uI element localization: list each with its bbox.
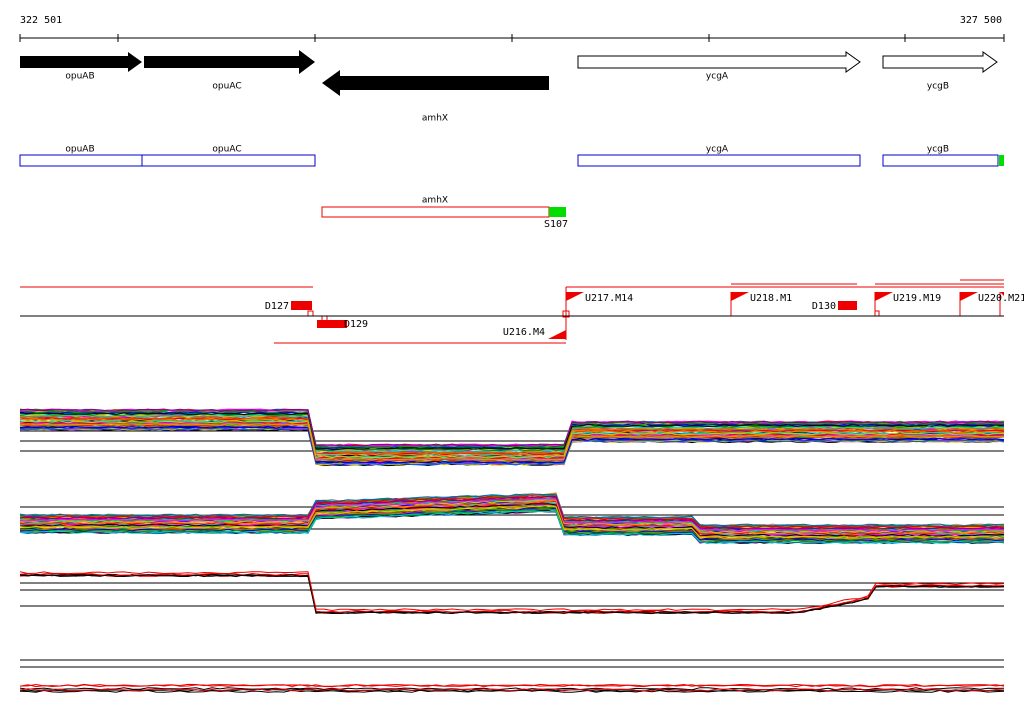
ruler-end: 327 500	[960, 15, 1002, 26]
gene-label: ycgA	[706, 72, 729, 82]
trace	[19, 573, 1005, 614]
trace	[19, 574, 1005, 615]
trace	[19, 417, 1005, 456]
trace	[19, 505, 1005, 539]
gene-label: amhX	[422, 114, 448, 124]
trace	[19, 499, 1005, 535]
feature-label: D127	[265, 301, 289, 312]
feature-label: D130	[812, 301, 836, 312]
ruler-start: 322 501	[20, 15, 62, 26]
feature-label: U216.M4	[503, 327, 545, 338]
ruler-ticks	[19, 34, 1005, 42]
trace	[19, 508, 1005, 543]
feature-label: U217.M14	[585, 293, 633, 304]
trace	[19, 426, 1005, 465]
trace	[19, 688, 1005, 692]
trace	[19, 421, 1005, 460]
transcript-label: opuAC	[212, 145, 241, 155]
trace	[19, 507, 1005, 542]
feature-label: D129	[344, 319, 368, 330]
trace	[19, 507, 1005, 541]
gene-arrow	[882, 51, 998, 73]
trace	[19, 408, 1005, 447]
trace	[19, 497, 1005, 532]
trace	[19, 420, 1005, 459]
trace	[19, 574, 1005, 615]
trace	[19, 414, 1005, 453]
trace	[19, 571, 1005, 612]
trace	[19, 415, 1005, 455]
feature-marks	[291, 292, 1004, 339]
gene-arrow	[322, 70, 549, 96]
expression-traces	[19, 408, 1005, 693]
site-label: S107	[544, 219, 568, 230]
trace	[19, 510, 1005, 544]
trace	[19, 495, 1005, 530]
trace	[19, 573, 1005, 614]
trace	[19, 572, 1005, 613]
transcript-label: ycgA	[706, 145, 729, 155]
trace	[19, 419, 1005, 458]
feature-lines	[20, 279, 1004, 344]
gene-label: opuAC	[212, 82, 241, 92]
trace	[19, 683, 1005, 687]
trace	[19, 410, 1005, 449]
gene-arrow	[577, 51, 861, 73]
site-box	[999, 155, 1004, 166]
gene-label: ycgB	[927, 82, 949, 92]
feature-label: U219.M19	[893, 293, 941, 304]
antisense-box	[321, 206, 550, 218]
transcripts	[19, 154, 999, 167]
trace	[19, 413, 1005, 451]
trace	[19, 687, 1005, 691]
trace	[19, 425, 1005, 464]
feature-label: U220.M21	[978, 293, 1024, 304]
antisense-label: amhX	[422, 196, 448, 206]
trace	[19, 418, 1005, 457]
trace	[19, 503, 1005, 537]
gene-arrow	[144, 50, 315, 74]
feature-label: U218.M1	[750, 293, 792, 304]
trace	[19, 684, 1005, 688]
trace	[19, 423, 1005, 461]
gene-label: opuAB	[65, 72, 94, 82]
gene-arrow	[20, 52, 142, 72]
trace	[19, 412, 1005, 450]
trace	[19, 427, 1005, 466]
site-box	[549, 207, 566, 217]
trace	[19, 493, 1005, 527]
track-lines	[20, 430, 1004, 668]
transcript-label: opuAB	[65, 145, 94, 155]
transcript-label: ycgB	[927, 145, 949, 155]
